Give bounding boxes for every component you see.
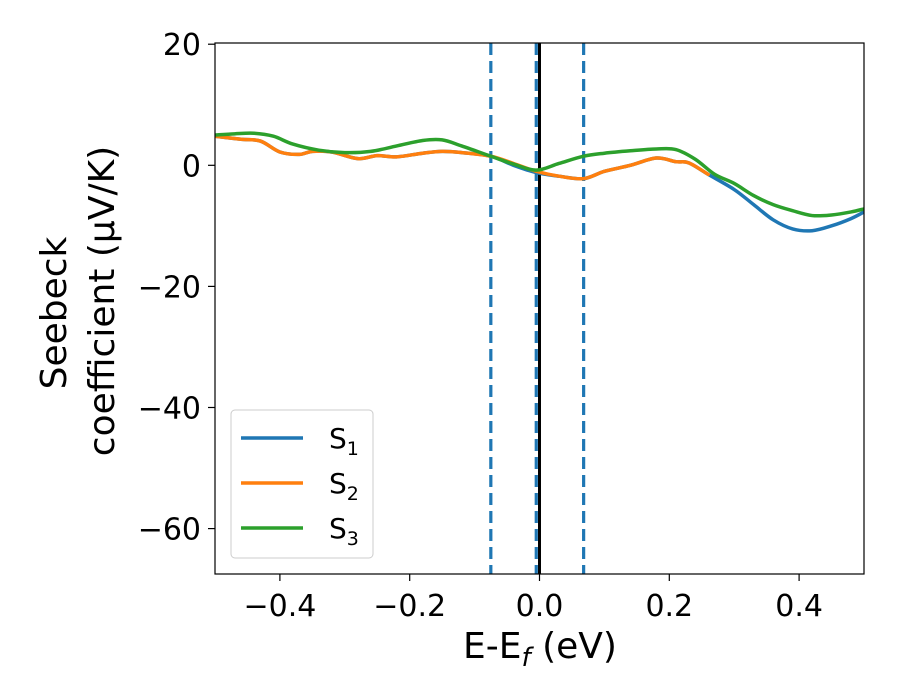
y-tick-label: 20 xyxy=(163,28,201,63)
x-axis-ticks: −0.4 −0.2 0.0 0.2 0.4 xyxy=(243,574,823,624)
series-line-s2 xyxy=(215,134,710,181)
y-tick-label: 0 xyxy=(182,149,201,184)
y-axis-ticks: 20 0 −20 −40 −60 xyxy=(138,28,215,548)
x-tick-label: 0.2 xyxy=(645,589,693,624)
series-lines xyxy=(215,131,864,233)
series-line-s3 xyxy=(215,131,864,218)
y-axis-label-line2: coefficient (μV/K) xyxy=(82,146,123,456)
x-tick-label: 0.0 xyxy=(516,589,564,624)
x-tick-label: −0.4 xyxy=(243,589,316,624)
y-tick-label: −60 xyxy=(138,513,201,548)
y-axis-label-line1: Seebeck xyxy=(34,236,75,389)
legend-label: S3 xyxy=(329,512,359,550)
x-tick-label: 0.4 xyxy=(775,589,823,624)
y-tick-label: −40 xyxy=(138,391,201,426)
legend-label: S1 xyxy=(329,422,359,460)
y-tick-label: −20 xyxy=(138,270,201,305)
x-axis-label: E-Ef (eV) xyxy=(463,626,617,673)
legend: S1 S2 S3 xyxy=(230,409,374,559)
x-tick-label: −0.2 xyxy=(373,589,446,624)
legend-label: S2 xyxy=(329,467,359,505)
reference-lines xyxy=(489,43,586,574)
